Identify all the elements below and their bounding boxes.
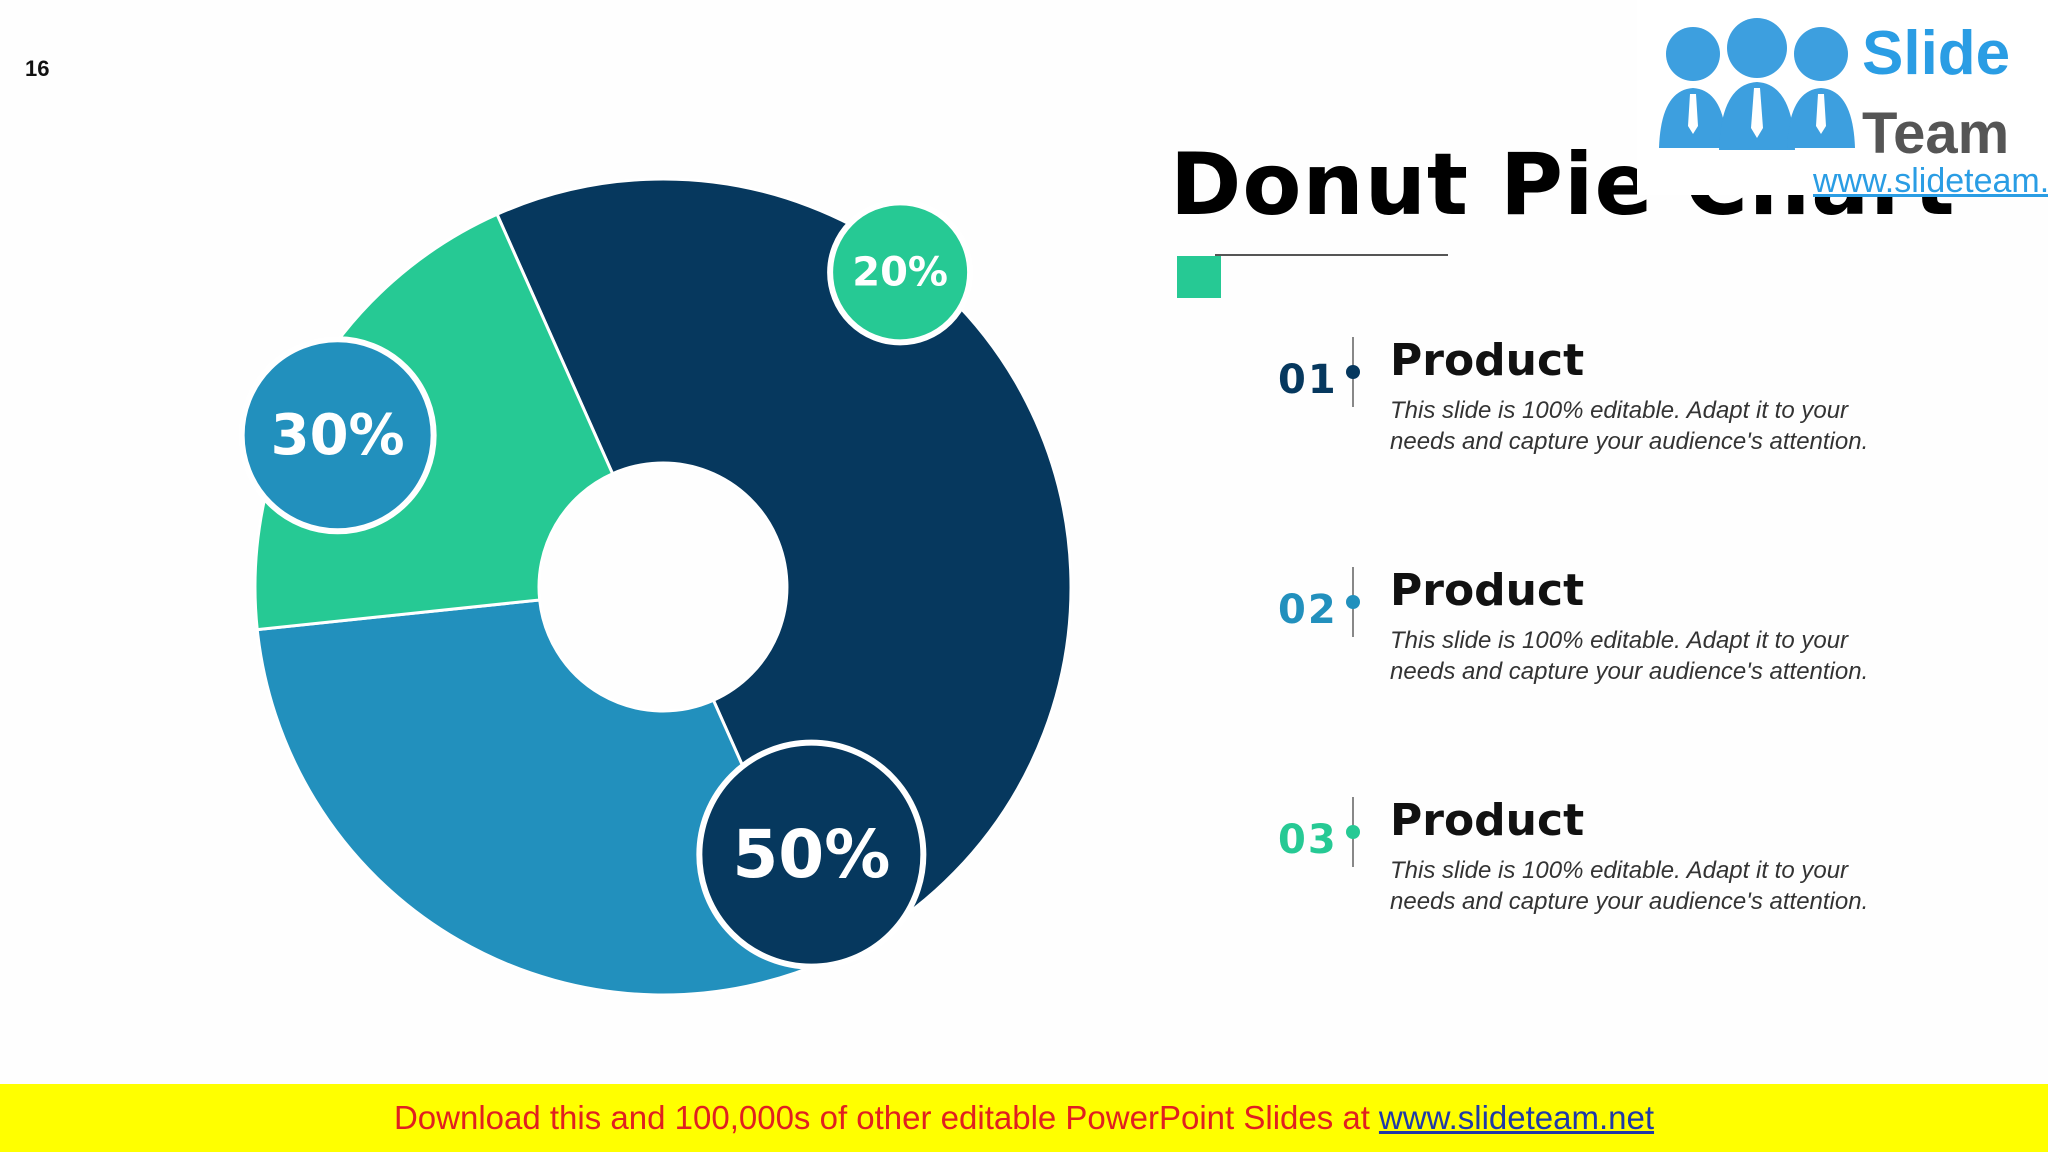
- item-description: This slide is 100% editable. Adapt it to…: [1390, 857, 1869, 915]
- banner-text: Download this and 100,000s of other edit…: [393, 1099, 1370, 1136]
- page-number: 16: [25, 56, 50, 81]
- title-underline: [1215, 254, 1448, 256]
- legend-item-3: 03 Product This slide is 100% editable. …: [1270, 795, 1890, 967]
- data-label-3: 20%: [852, 249, 948, 295]
- item-number: 01: [1278, 357, 1338, 403]
- banner-link[interactable]: www.slideteam.net: [1378, 1099, 1655, 1136]
- item-number: 03: [1278, 817, 1338, 863]
- item-dot: [1346, 365, 1360, 379]
- donut-slice-2: [255, 598, 831, 997]
- logo-url-link[interactable]: www.slideteam.net: [1813, 162, 2048, 200]
- data-label-1: 50%: [732, 816, 890, 893]
- item-heading: Product: [1390, 795, 1585, 846]
- download-banner: Download this and 100,000s of other edit…: [0, 1084, 2048, 1152]
- donut-slices: [253, 177, 1073, 997]
- item-heading: Product: [1390, 565, 1585, 616]
- item-description: This slide is 100% editable. Adapt it to…: [1390, 627, 1869, 685]
- slideteam-logo[interactable]: Slide Team www.slideteam.net: [1637, 0, 2048, 200]
- item-heading: Product: [1390, 335, 1585, 386]
- donut-labels: 50% 30% 20%: [238, 199, 974, 970]
- legend-item-1: 01 Product This slide is 100% editable. …: [1270, 335, 1890, 507]
- data-label-bubble-3: [827, 199, 974, 346]
- data-label-bubble-2: [238, 336, 437, 535]
- people-group-icon: [1659, 18, 1855, 150]
- item-number: 02: [1278, 587, 1338, 633]
- legend-item-2: 02 Product This slide is 100% editable. …: [1270, 565, 1890, 737]
- donut-chart: 50% 30% 20%: [238, 177, 1073, 997]
- item-dot: [1346, 825, 1360, 839]
- data-label-bubble-1: [696, 739, 927, 970]
- data-label-2: 30%: [271, 403, 405, 468]
- donut-slice-1: [495, 177, 1073, 962]
- logo-text-team: Team: [1862, 101, 2010, 166]
- item-description: This slide is 100% editable. Adapt it to…: [1390, 397, 1869, 455]
- item-dot: [1346, 595, 1360, 609]
- title-accent-square: [1177, 256, 1221, 298]
- logo-text-slide: Slide: [1862, 19, 2011, 88]
